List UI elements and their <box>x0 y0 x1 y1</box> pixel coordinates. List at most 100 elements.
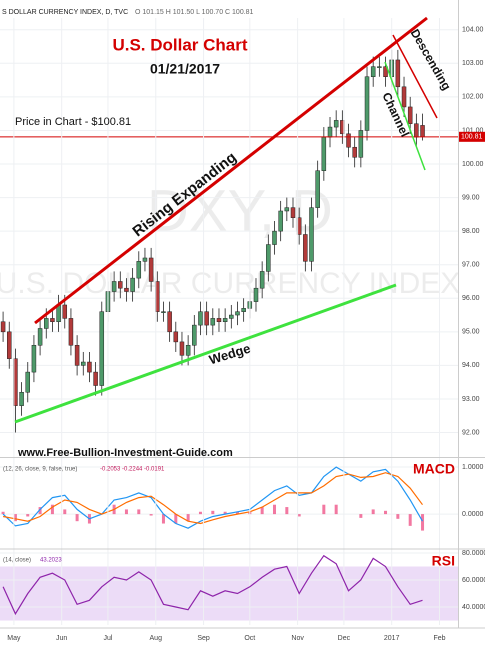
candle-body <box>19 391 24 406</box>
chart-subtitle: 01/21/2017 <box>150 61 220 77</box>
candle-body <box>204 311 209 326</box>
candle-body <box>229 314 234 319</box>
histogram-bar <box>198 511 202 515</box>
x-tick-label: Nov <box>291 635 304 642</box>
histogram-bar <box>38 507 42 515</box>
candle-body <box>333 120 339 128</box>
candle-body <box>124 287 129 292</box>
candle-body <box>167 311 172 333</box>
indicator-params: (12, 26, close, 9, false, true) <box>3 467 77 473</box>
annotation: Price in Chart - $100.81 <box>15 116 131 128</box>
candle-body <box>44 318 49 329</box>
candle-body <box>346 133 351 148</box>
histogram-bar <box>359 514 363 518</box>
y-tick-label: 80.0000 <box>462 550 485 557</box>
y-tick-label: 92.00 <box>462 429 480 436</box>
chart-title: U.S. Dollar Chart <box>112 35 247 54</box>
watermark-subtitle: U.S. DOLLAR CURRENCY INDEX <box>0 267 460 300</box>
candle-body <box>130 277 135 292</box>
price-label-box <box>458 131 485 142</box>
histogram-bar <box>297 514 301 517</box>
candle-body <box>148 257 154 282</box>
candle-body <box>173 331 179 343</box>
candle-body <box>142 257 148 262</box>
y-tick-label: 104.00 <box>462 27 484 34</box>
y-tick-label: 103.00 <box>462 60 484 67</box>
candle-body <box>93 371 98 386</box>
candle-body <box>235 311 240 316</box>
histogram-bar <box>421 514 425 531</box>
y-tick-label: 99.00 <box>462 194 480 201</box>
candle-body <box>358 130 364 158</box>
x-tick-label: 2017 <box>384 635 400 642</box>
candle-body <box>7 331 12 359</box>
website: www.Free-Bullion-Investment-Guide.com <box>17 447 233 459</box>
candle-body <box>111 281 117 292</box>
ohlc-readout: O 101.15 H 101.50 L 100.70 C 100.81 <box>135 9 254 16</box>
candle-body <box>321 136 327 171</box>
y-tick-label: 102.00 <box>462 94 484 101</box>
pane-title: RSI <box>432 553 455 569</box>
candle-body <box>62 304 68 319</box>
histogram-bar <box>1 511 5 515</box>
y-tick-label: 40.0000 <box>462 604 485 611</box>
candle-body <box>74 344 80 366</box>
candle-body <box>414 123 419 138</box>
histogram-bar <box>384 510 388 515</box>
y-tick-label: 98.00 <box>462 228 480 235</box>
candle-body <box>401 86 407 108</box>
x-tick-label: Sep <box>197 635 210 642</box>
candle-body <box>395 59 401 88</box>
candle-body <box>118 281 123 289</box>
y-tick-label: 60.0000 <box>462 577 485 584</box>
candle-body <box>210 318 216 326</box>
candle-body <box>136 261 142 279</box>
candle-body <box>222 318 228 323</box>
candle-body <box>309 207 314 262</box>
y-tick-label: 0.0000 <box>462 511 484 518</box>
indicator-params: (14, close) <box>3 558 31 564</box>
histogram-bar <box>260 507 264 515</box>
histogram-bar <box>272 504 276 515</box>
histogram-bar <box>174 514 178 524</box>
histogram-bar <box>211 510 215 515</box>
histogram-bar <box>50 504 54 515</box>
histogram-bar <box>322 504 326 515</box>
symbol: S DOLLAR CURRENCY INDEX, D, TVC <box>2 9 128 16</box>
histogram-bar <box>75 514 79 522</box>
x-tick-label: Oct <box>244 635 255 642</box>
channel-line <box>392 34 438 119</box>
trend-line <box>34 16 428 325</box>
candle-body <box>259 271 265 289</box>
candle-body <box>216 318 222 323</box>
histogram-bar <box>186 514 190 522</box>
candle-body <box>352 146 357 158</box>
candle-body <box>272 230 277 245</box>
candle-body <box>241 308 246 312</box>
candle-body <box>278 210 283 232</box>
candle-body <box>290 207 296 218</box>
candle-body <box>192 324 197 346</box>
x-tick-label: Jun <box>56 635 67 642</box>
x-tick-label: May <box>7 635 21 642</box>
trend-line <box>14 283 397 424</box>
y-tick-label: 96.00 <box>462 295 480 302</box>
x-tick-label: Dec <box>338 635 351 642</box>
y-tick-label: 97.00 <box>462 262 480 269</box>
candle-body <box>407 106 413 124</box>
price-label: 100.81 <box>461 134 483 141</box>
histogram-bar <box>149 514 153 516</box>
histogram-bar <box>26 514 30 517</box>
candle-body <box>364 76 370 131</box>
histogram-bar <box>285 507 289 515</box>
candle-body <box>99 311 105 386</box>
candle-body <box>179 341 185 356</box>
histogram-bar <box>223 511 227 515</box>
histogram-bar <box>334 504 338 515</box>
candle-body <box>284 207 290 212</box>
histogram-bar <box>371 509 375 515</box>
histogram-bar <box>137 509 141 515</box>
candle-body <box>327 126 333 138</box>
